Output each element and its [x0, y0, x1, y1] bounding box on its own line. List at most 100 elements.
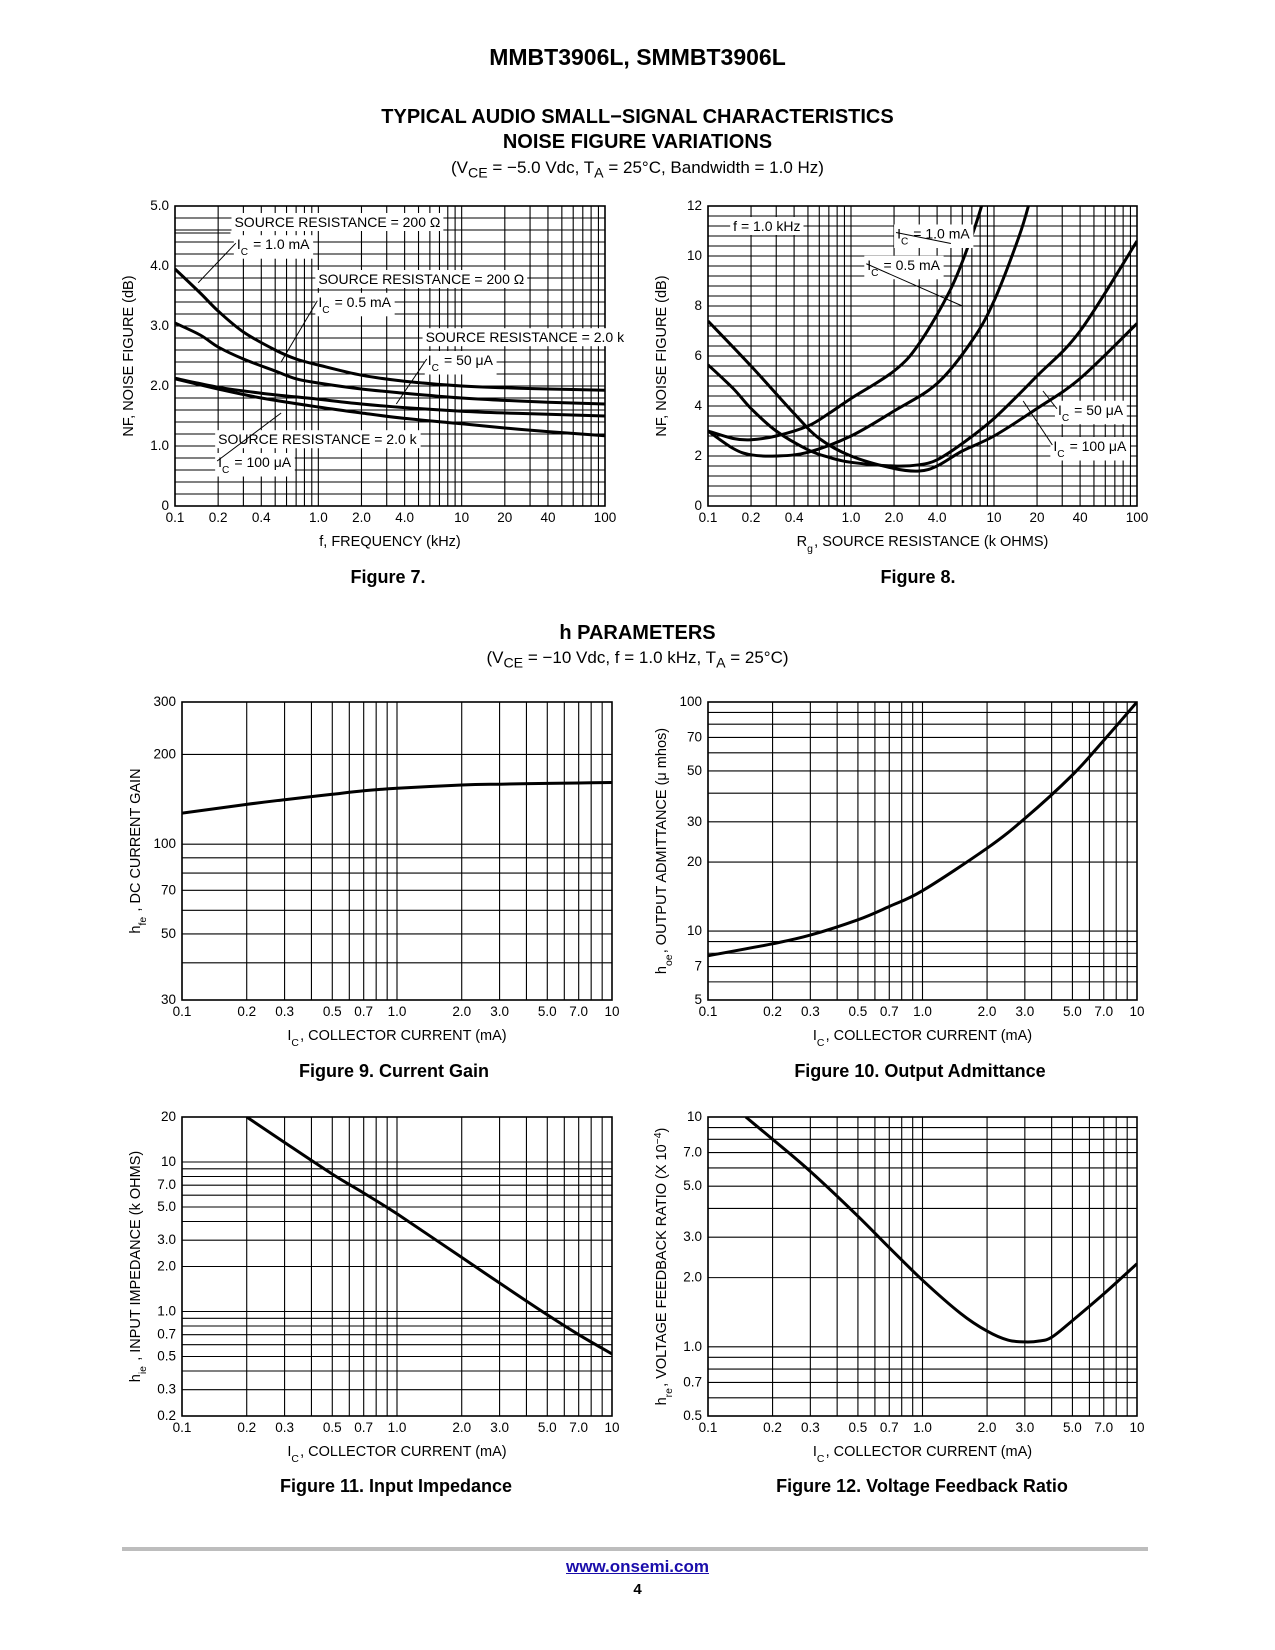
- fig11-ytick-label: 3.0: [157, 1232, 176, 1247]
- cond-text: (V: [486, 648, 504, 667]
- fig9-xtick-label: 5.0: [538, 1004, 557, 1019]
- fig7-annotation: SOURCE RESISTANCE = 200 Ω: [234, 214, 440, 230]
- fig8-ytick-label: 6: [694, 348, 702, 363]
- fig12-xtick-label: 0.7: [880, 1420, 899, 1435]
- fig10-xtick-label: 0.3: [801, 1004, 820, 1019]
- fig8-xtick-label: 0.4: [785, 510, 804, 525]
- fig12-xlabel: IC , COLLECTOR CURRENT (mA): [813, 1444, 1032, 1465]
- figure-12-caption: Figure 12. Voltage Feedback Ratio: [776, 1476, 1068, 1496]
- fig8-ytick-label: 0: [694, 498, 702, 513]
- fig12-xtick-label: 2.0: [978, 1420, 997, 1435]
- cond-text: = −5.0 Vdc, T: [487, 158, 595, 177]
- section1-title-line1: TYPICAL AUDIO SMALL−SIGNAL CHARACTERISTI…: [381, 106, 894, 128]
- section1-conditions: (VCE = −5.0 Vdc, TA = 25°C, Bandwidth = …: [0, 158, 1275, 181]
- fig9-xtick-label: 10: [604, 1004, 619, 1019]
- fig7-annotation: SOURCE RESISTANCE = 200 Ω: [318, 271, 524, 287]
- fig11-ylabel: hie , INPUT IMPEDANCE (k OHMS): [128, 1151, 149, 1382]
- fig7-series-2-line: [175, 321, 605, 406]
- fig11-frame: [181, 1116, 613, 1417]
- fig12-xtick-label: 10: [1129, 1420, 1144, 1435]
- fig11-xtick-label: 0.5: [323, 1420, 342, 1435]
- fig10-ytick-label: 10: [687, 923, 702, 938]
- fig7-ytick-label: 5.0: [150, 198, 169, 213]
- footer-link[interactable]: www.onsemi.com: [566, 1557, 709, 1576]
- fig12-xtick-label: 3.0: [1015, 1420, 1034, 1435]
- fig12-xtick-label: 0.1: [699, 1420, 718, 1435]
- fig8-annotation: IC = 50 μA: [1058, 402, 1124, 424]
- fig7-ytick-label: 2.0: [150, 378, 169, 393]
- fig10-ytick-label: 70: [687, 729, 702, 744]
- fig7-frame: [174, 205, 606, 507]
- fig7-annotation-bg: [424, 351, 497, 375]
- fig7-xtick-label: 0.2: [209, 510, 228, 525]
- fig11-xtick-label: 10: [604, 1420, 619, 1435]
- fig8-annotation-leader: [866, 263, 963, 307]
- fig7-annotation: SOURCE RESISTANCE = 2.0 k: [426, 329, 626, 345]
- fig8-annotation-bg: [864, 255, 944, 280]
- page-number: 4: [633, 1581, 642, 1598]
- fig8-chart: 0.1 0.2 0.4 1.0 2.0 4.0 10 20 40 100 0 2 4 6 8 10 12 Rg ,…: [654, 198, 1148, 555]
- fig7-xtick-label: 10: [454, 510, 469, 525]
- figure-9-caption: Figure 9. Current Gain: [298, 1061, 490, 1081]
- fig8-annotation-leader: [1022, 400, 1053, 446]
- fig7-chart: 0.1 0.2 0.4 1.0 2.0 4.0 10 20 40 100 0 1.0 2.0 3.0 4.0…: [121, 198, 629, 550]
- fig9-series-1-line: [182, 781, 612, 815]
- fig12-xtick-label: 7.0: [1094, 1420, 1113, 1435]
- fig8-ytick-label: 12: [687, 198, 702, 213]
- fig8-annotation-bg: [730, 217, 804, 235]
- cond-text: = 25°C): [725, 648, 789, 667]
- fig7-xtick-label: 4.0: [395, 510, 414, 525]
- fig7-annotation-bg: [215, 453, 295, 477]
- fig11-chart: 0.1 0.2 0.3 0.5 0.7 1.0 2.0 3.0 5.0 7.0 100.20.30.…: [128, 1109, 620, 1465]
- fig10-xtick-label: 0.5: [849, 1004, 868, 1019]
- fig10-frame: [707, 701, 1138, 1001]
- section2-conditions: (VCE = −10 Vdc, f = 1.0 kHz, TA = 25°C): [0, 648, 1275, 671]
- fig8-ytick-label: 2: [694, 448, 702, 463]
- fig8-ytick-label: 10: [687, 248, 702, 263]
- fig12-chart: 0.1 0.2 0.3 0.5 0.7 1.0 2.0 3.0 5.0 7.0 10 0.5 0.7 1.…: [653, 1109, 1145, 1465]
- footer-rule: [122, 1547, 1148, 1551]
- fig7-annotation: IC = 0.5 mA: [318, 294, 391, 316]
- fig9-xtick-label: 0.5: [323, 1004, 342, 1019]
- document-title: MMBT3906L, SMMBT3906L: [489, 44, 786, 70]
- fig8-frame: [707, 205, 1138, 507]
- fig8-series-4-line: [708, 319, 1137, 473]
- figure-7-caption: Figure 7.: [350, 567, 426, 587]
- fig8-annotation-bg: [1050, 437, 1130, 461]
- fig8-ytick-label: 8: [694, 298, 702, 313]
- fig10-xtick-label: 5.0: [1063, 1004, 1082, 1019]
- fig12-ytick-label: 5.0: [683, 1178, 702, 1193]
- fig7-annotation-bg: [231, 213, 444, 231]
- fig7-annotation-leader: [197, 242, 237, 284]
- fig11-ytick-label: 0.5: [157, 1349, 176, 1364]
- fig9-ylabel: hfe , DC CURRENT GAIN: [128, 768, 149, 933]
- fig9-ytick-label: 100: [153, 836, 176, 851]
- fig12-ytick-label: 3.0: [683, 1229, 702, 1244]
- fig7-annotation: SOURCE RESISTANCE = 2.0 k: [218, 431, 418, 447]
- fig8-annotation: f = 1.0 kHz: [733, 218, 800, 234]
- fig10-xtick-label: 3.0: [1015, 1004, 1034, 1019]
- fig9-xtick-label: 0.1: [173, 1004, 192, 1019]
- fig7-annotation: IC = 50 μA: [428, 352, 494, 374]
- fig7-xtick-label: 2.0: [352, 510, 371, 525]
- fig11-xtick-label: 1.0: [388, 1420, 407, 1435]
- fig12-frame: [707, 1116, 1138, 1417]
- cond-sub: CE: [503, 655, 524, 672]
- fig11-ytick-label: 0.7: [157, 1327, 176, 1342]
- fig12-ytick-label: 7.0: [683, 1145, 702, 1160]
- fig7-ylabel: NF, NOISE FIGURE (dB): [121, 275, 137, 436]
- fig7-xlabel: f, FREQUENCY (kHz): [319, 534, 461, 550]
- fig7-ytick-label: 4.0: [150, 258, 169, 273]
- fig10-ytick-label: 7: [694, 959, 702, 974]
- fig7-annotation-bg: [315, 270, 528, 288]
- fig12-ytick-label: 10: [687, 1109, 702, 1124]
- fig8-xtick-label: 100: [1126, 510, 1149, 525]
- fig7-annotation-leader: [216, 412, 282, 462]
- fig11-ytick-label: 10: [161, 1154, 176, 1169]
- fig10-xlabel: IC , COLLECTOR CURRENT (mA): [813, 1028, 1032, 1049]
- fig11-xtick-label: 0.7: [354, 1420, 373, 1435]
- fig8-xtick-label: 0.2: [742, 510, 761, 525]
- fig10-ytick-label: 50: [687, 763, 702, 778]
- cond-text: (V: [451, 158, 468, 177]
